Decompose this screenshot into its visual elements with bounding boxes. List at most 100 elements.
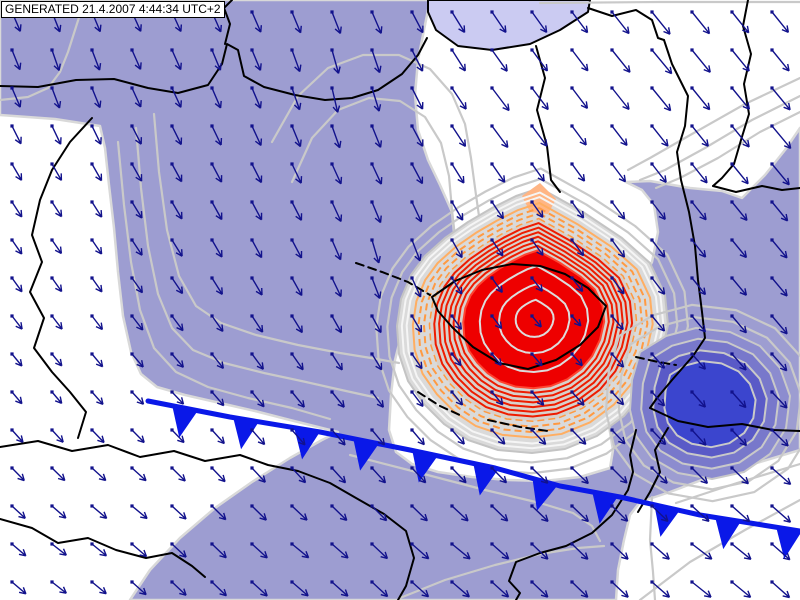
wind-arrow-origin-dot [690,314,694,318]
wind-arrow-origin-dot [250,580,254,584]
wind-arrow-origin-dot [690,504,694,508]
wind-arrow-origin-dot [730,162,734,166]
wind-arrow-origin-dot [530,10,534,14]
wind-arrow-origin-dot [570,352,574,356]
wind-arrow [651,429,667,446]
wind-arrow [731,201,748,221]
wind-arrow [291,315,303,334]
wind-arrow-origin-dot [130,428,134,432]
wind-arrow [411,49,424,72]
wind-arrow-origin-dot [770,200,774,204]
wind-arrow [771,277,788,297]
wind-arrow [251,49,262,71]
wind-arrow [251,125,263,147]
wind-arrow [91,315,104,331]
wind-arrow [211,49,222,71]
wind-arrow-origin-dot [370,10,374,14]
wind-arrow [771,125,792,149]
isoline [290,96,458,248]
wind-arrow-origin-dot [170,238,174,242]
wind-arrow-origin-dot [170,162,174,166]
wind-arrow [171,201,183,220]
wind-arrow-origin-dot [650,162,654,166]
wind-arrow-origin-dot [90,352,94,356]
wind-arrow [371,581,389,598]
wind-arrow-origin-dot [770,162,774,166]
wind-arrow-origin-dot [610,238,614,242]
wind-arrow [131,49,142,70]
cold-front-triangle [172,405,198,438]
wind-arrow [11,87,22,108]
wind-arrow [251,353,264,370]
country-border-dashed [355,262,431,296]
wind-arrow-origin-dot [170,390,174,394]
wind-arrow [291,391,305,408]
wind-arrow [531,467,549,484]
wind-arrow-origin-dot [450,200,454,204]
wind-arrow [251,201,263,221]
wind-arrow-origin-dot [370,580,374,584]
wind-arrow-origin-dot [690,542,694,546]
wind-arrow-origin-dot [490,124,494,128]
wind-arrow [531,391,545,406]
wind-arrow [411,201,423,223]
wind-arrow [771,467,792,486]
wind-arrow [211,201,223,221]
wind-arrow [491,467,508,484]
wind-arrow [611,87,630,111]
wind-arrow-origin-dot [650,542,654,546]
country-border [587,7,665,41]
wind-arrow [451,353,462,367]
wind-arrow [691,505,710,522]
wind-arrow-origin-dot [730,504,734,508]
wind-arrow-origin-dot [770,86,774,90]
wind-arrow [571,11,589,34]
wind-arrow [371,391,385,408]
wind-arrow [771,49,790,72]
wind-arrow [171,163,183,183]
wind-arrow-origin-dot [290,200,294,204]
wind-arrow [171,315,184,332]
wind-arrow-origin-dot [250,276,254,280]
wind-arrow [331,391,345,408]
wind-arrow [251,277,263,296]
wind-arrow-origin-dot [130,124,134,128]
wind-arrow-origin-dot [10,314,14,318]
wind-arrow-origin-dot [570,238,574,242]
wind-arrow-origin-dot [170,200,174,204]
wind-arrow [371,125,383,148]
wind-arrow [611,505,629,522]
wind-arrow [371,429,386,446]
wind-arrow [771,315,788,335]
wind-arrow-origin-dot [130,276,134,280]
wind-arrow [451,277,463,295]
cold-cell-outer-isoline [604,303,800,503]
warm-cell-ring [514,298,555,338]
wind-arrow-origin-dot [130,162,134,166]
wind-arrow-origin-dot [770,352,774,356]
wind-arrow-origin-dot [10,580,14,584]
warm-cell-ring [433,222,634,418]
country-border [29,117,93,439]
wind-arrow [691,11,711,35]
wind-arrow-origin-dot [250,542,254,546]
wind-arrow [771,353,788,372]
wind-arrow-origin-dot [450,238,454,242]
wind-arrow-origin-dot [50,542,54,546]
wind-arrow-origin-dot [410,86,414,90]
wind-arrow [731,505,751,523]
wind-arrow [771,11,790,33]
wind-arrow [91,543,108,557]
wind-arrow [11,581,27,595]
wind-arrow-origin-dot [410,542,414,546]
wind-arrow-origin-dot [730,542,734,546]
cold-front-triangle [294,427,320,460]
wind-arrow [531,353,543,367]
warm-cell-ring [405,196,660,445]
wind-arrow [571,581,589,598]
wind-arrow [291,543,310,559]
wind-arrow [251,429,266,446]
wind-arrow-origin-dot [490,352,494,356]
wind-arrow-origin-dot [530,542,534,546]
wind-arrow-origin-dot [570,504,574,508]
